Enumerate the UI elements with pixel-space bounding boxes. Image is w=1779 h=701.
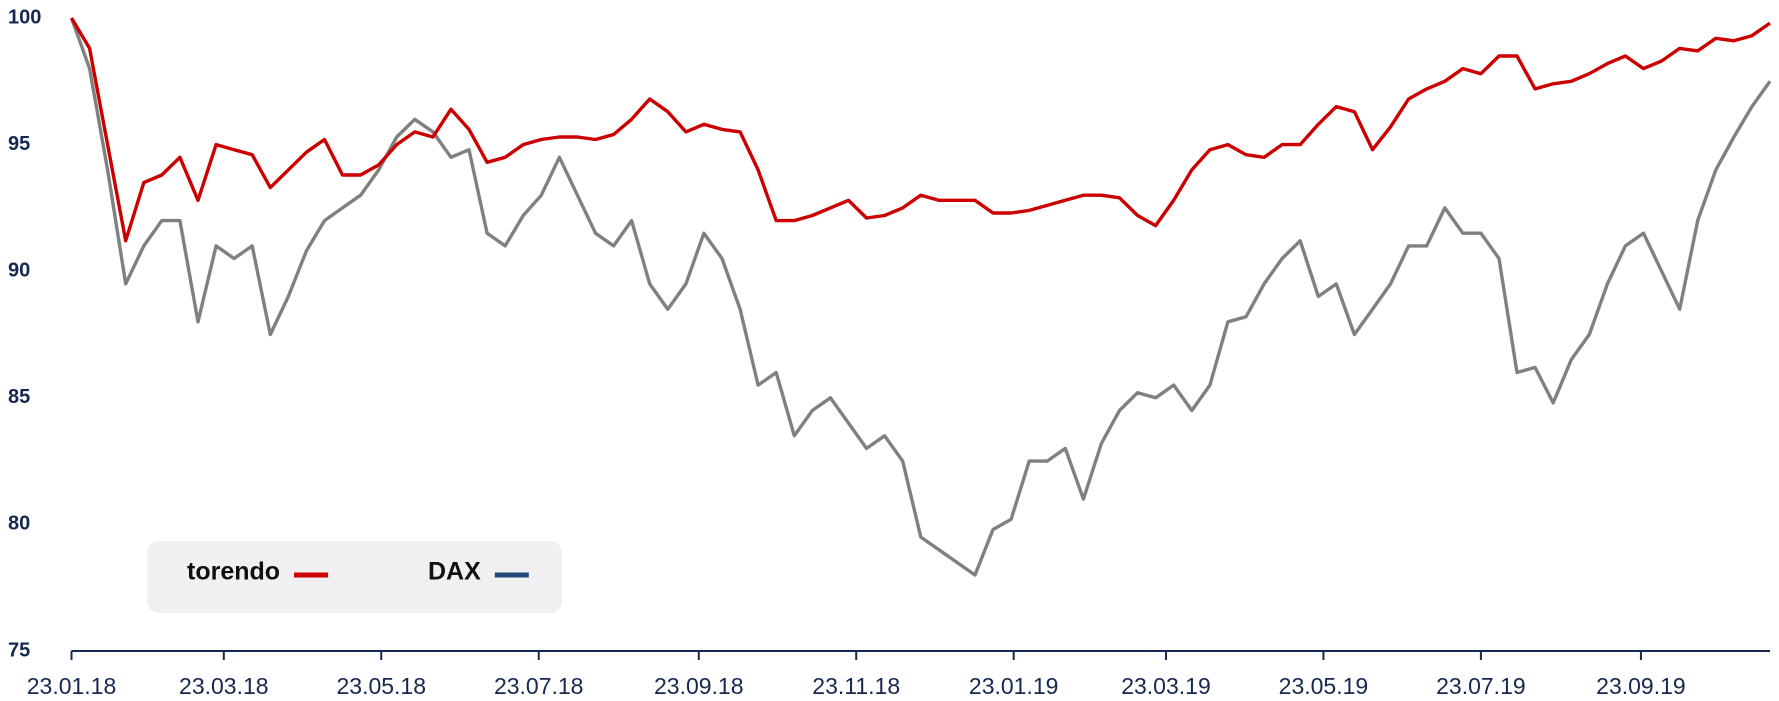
y-tick-label: 80 (8, 513, 30, 535)
y-tick-label: 95 (8, 133, 30, 155)
x-tick-label: 23.05.18 (336, 673, 426, 699)
x-tick-label: 23.01.19 (969, 673, 1059, 699)
legend-label: torendo (187, 558, 280, 586)
x-tick-label: 23.09.19 (1596, 673, 1686, 699)
legend-box (147, 541, 562, 613)
y-tick-label: 100 (8, 6, 41, 28)
x-tick-label: 23.05.19 (1279, 673, 1369, 699)
x-tick-label: 23.01.18 (27, 673, 117, 699)
line-torendo (70, 17, 1771, 243)
y-tick-label: 75 (8, 639, 30, 661)
x-tick-label: 23.11.18 (812, 673, 900, 699)
line-dax (69, 17, 1772, 577)
x-tick-label: 23.03.19 (1121, 673, 1211, 699)
x-tick-label: 23.07.19 (1436, 673, 1526, 699)
y-tick-label: 85 (8, 386, 30, 408)
y-tick-label: 90 (8, 259, 30, 281)
x-tick-label: 23.03.18 (179, 673, 269, 699)
legend-label: DAX (428, 558, 481, 586)
x-tick-label: 23.07.18 (494, 673, 584, 699)
x-tick-label: 23.09.18 (654, 673, 744, 699)
